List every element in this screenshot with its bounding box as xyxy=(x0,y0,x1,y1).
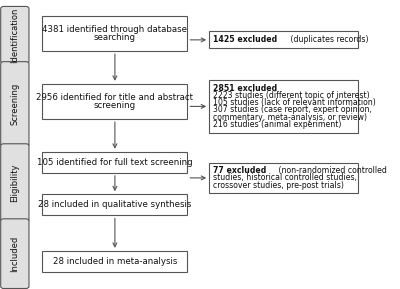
Text: 2223 studies (different topic of interest): 2223 studies (different topic of interes… xyxy=(214,91,370,100)
Text: Eligibility: Eligibility xyxy=(10,164,19,202)
FancyBboxPatch shape xyxy=(209,32,358,48)
Text: searching: searching xyxy=(94,33,136,42)
Text: 216 studies (animal experiment): 216 studies (animal experiment) xyxy=(214,120,342,129)
Text: (non-randomized controlled: (non-randomized controlled xyxy=(276,166,387,175)
FancyBboxPatch shape xyxy=(209,163,358,193)
Text: Screening: Screening xyxy=(10,83,19,125)
Text: screening: screening xyxy=(94,101,136,110)
FancyBboxPatch shape xyxy=(42,84,187,119)
FancyBboxPatch shape xyxy=(1,6,29,63)
FancyBboxPatch shape xyxy=(42,16,187,51)
FancyBboxPatch shape xyxy=(209,79,358,133)
Text: 105 studies (lack of relevant information): 105 studies (lack of relevant informatio… xyxy=(214,98,376,107)
Text: (duplicates records): (duplicates records) xyxy=(288,35,369,44)
Text: Included: Included xyxy=(10,236,19,272)
FancyBboxPatch shape xyxy=(42,251,187,272)
Text: 4381 identified through database: 4381 identified through database xyxy=(42,25,187,34)
Text: studies, historical controlled studies,: studies, historical controlled studies, xyxy=(214,173,358,182)
Text: 2956 identified for title and abstract: 2956 identified for title and abstract xyxy=(36,93,193,102)
Text: 28 included in meta-analysis: 28 included in meta-analysis xyxy=(53,257,177,266)
Text: 1425 excluded: 1425 excluded xyxy=(214,35,278,44)
Text: 105 identified for full text screening: 105 identified for full text screening xyxy=(37,158,193,167)
Text: 77 excluded: 77 excluded xyxy=(214,166,267,175)
Text: Identification: Identification xyxy=(10,7,19,63)
Text: 28 included in qualitative synthesis: 28 included in qualitative synthesis xyxy=(38,200,192,209)
FancyBboxPatch shape xyxy=(1,62,29,147)
Text: commentary, meta-analysis, or review): commentary, meta-analysis, or review) xyxy=(214,113,368,122)
Text: 2851 excluded: 2851 excluded xyxy=(214,84,278,93)
Text: 307 studies (case report, expert opinion,: 307 studies (case report, expert opinion… xyxy=(214,105,372,114)
FancyBboxPatch shape xyxy=(1,219,29,288)
FancyBboxPatch shape xyxy=(1,144,29,222)
FancyBboxPatch shape xyxy=(42,194,187,215)
Text: crossover studies, pre-post trials): crossover studies, pre-post trials) xyxy=(214,181,344,190)
FancyBboxPatch shape xyxy=(42,152,187,173)
